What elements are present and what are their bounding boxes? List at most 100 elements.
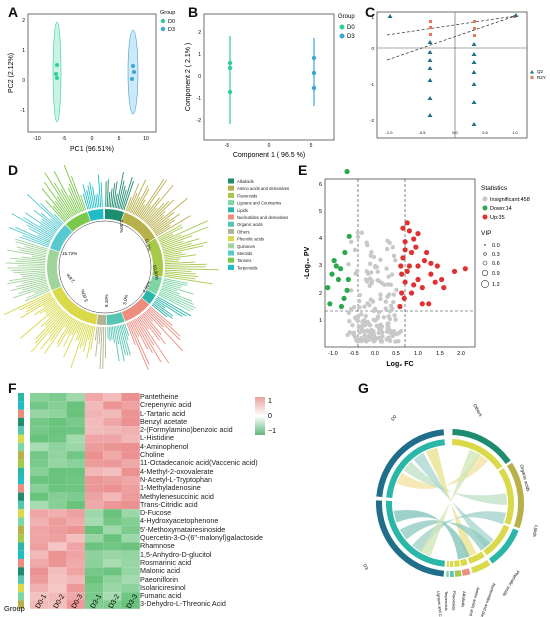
radial-bar — [19, 305, 60, 339]
x-tick: 10 — [143, 136, 149, 142]
inner-arc — [450, 560, 454, 567]
heatmap-cell — [121, 467, 140, 476]
radial-bar — [16, 279, 47, 288]
radial-bar — [41, 212, 60, 229]
up-point — [402, 279, 408, 285]
insignificant-point — [386, 335, 391, 340]
up-point — [404, 268, 410, 274]
heatmap-cell — [66, 393, 85, 402]
insignificant-point — [383, 306, 388, 311]
radial-bar — [117, 180, 125, 209]
insignificant-point — [355, 230, 361, 235]
up-point — [419, 285, 425, 291]
radial-bar — [97, 193, 100, 208]
heatmap-cell — [30, 567, 49, 576]
x-tick: -5 — [62, 136, 67, 142]
chord-ribbon — [393, 509, 470, 560]
up-point — [399, 271, 405, 277]
legend-vip-value: 1.2 — [492, 282, 500, 288]
radial-bar — [28, 228, 52, 241]
radial-bar — [40, 203, 63, 226]
scale-label: −1 — [268, 428, 276, 435]
heatmap-cell — [48, 442, 67, 452]
heatmap-row-label: Paeoniflorin — [140, 574, 178, 584]
radial-bar — [141, 197, 160, 221]
inner-arc — [452, 439, 503, 470]
legend-title-vip: VIP — [481, 230, 491, 237]
heatmap-cell — [84, 592, 104, 601]
inner-arc — [386, 500, 445, 567]
insignificant-point — [376, 309, 382, 315]
up-point — [421, 258, 428, 264]
radial-bar — [162, 284, 194, 295]
heatmap-cell — [84, 550, 104, 559]
radial-bar — [147, 199, 175, 226]
radial-bar — [121, 177, 133, 210]
radial-bar — [63, 321, 81, 358]
radial-bar — [164, 269, 192, 272]
group-bar-cell — [18, 409, 24, 418]
group-bar-cell — [18, 417, 24, 427]
radial-bar — [145, 310, 183, 352]
heatmap-cell — [103, 434, 122, 443]
legend-item-r2y: R2Y — [537, 75, 546, 80]
radial-bar — [153, 213, 180, 233]
heatmap-cell — [66, 517, 85, 526]
radial-bar — [60, 188, 76, 215]
heatmap-cell — [103, 442, 122, 452]
radial-bar — [77, 323, 85, 341]
heatmap-cell — [84, 583, 104, 593]
radial-bar — [90, 326, 96, 351]
heatmap-cell — [66, 426, 85, 435]
group-bar-cell — [18, 393, 24, 402]
heatmap-cell — [84, 393, 104, 402]
legend-item: Nucleotides and derivatives — [237, 215, 288, 220]
legend-swatch — [228, 250, 234, 256]
insignificant-point — [357, 305, 362, 310]
d0-confidence-ellipse — [52, 21, 62, 123]
heatmap-cell — [66, 559, 85, 568]
chord-ribbon — [413, 452, 494, 548]
insignificant-point — [368, 261, 373, 266]
group-bar-cell — [18, 525, 24, 535]
radial-bar — [144, 207, 158, 223]
radial-bar — [10, 281, 47, 292]
heatmap-cell — [66, 409, 85, 418]
insignificant-point — [359, 230, 365, 235]
insignificant-point — [365, 279, 370, 284]
radial-bar — [153, 301, 174, 317]
chord-label: Lignans and Coumarins — [436, 591, 445, 617]
ring-segment — [47, 249, 62, 291]
down-point — [338, 303, 345, 310]
radial-bar — [15, 226, 51, 244]
legend-swatch — [228, 236, 234, 242]
radial-bar — [63, 319, 78, 347]
insignificant-point — [385, 294, 390, 299]
pca-plot: -10 -5 0 5 10 -1 0 1 2 PC1 (96.51%) PC2 … — [8, 10, 175, 153]
heatmap-row-label: Choline — [140, 450, 165, 460]
chord-ribbon — [403, 461, 507, 505]
y-axis-label: -Log₁₀ PV — [304, 246, 311, 279]
radial-bar — [49, 313, 68, 335]
radial-bar — [140, 314, 160, 341]
insignificant-point — [387, 316, 393, 322]
radial-bar — [130, 320, 140, 337]
radial-bar — [97, 174, 102, 208]
y-tick: 1 — [371, 15, 374, 20]
heatmap-cell — [84, 459, 104, 468]
group-bar-cell — [18, 434, 24, 443]
y-tick: -2 — [197, 118, 202, 124]
insignificant-point — [371, 328, 376, 334]
radial-bar — [56, 195, 72, 218]
heatmap-cell — [121, 559, 140, 568]
x-tick: -10 — [33, 136, 40, 142]
percentage-label: 2.6% — [65, 272, 75, 283]
insignificant-point — [380, 330, 385, 335]
radial-bar — [25, 296, 54, 313]
heatmap-cell — [66, 575, 85, 584]
heatmap-cell — [84, 567, 104, 576]
radial-bar — [69, 195, 79, 214]
heatmap-cell — [84, 467, 104, 476]
heatmap-cell — [66, 592, 85, 601]
insignificant-point — [388, 328, 393, 333]
